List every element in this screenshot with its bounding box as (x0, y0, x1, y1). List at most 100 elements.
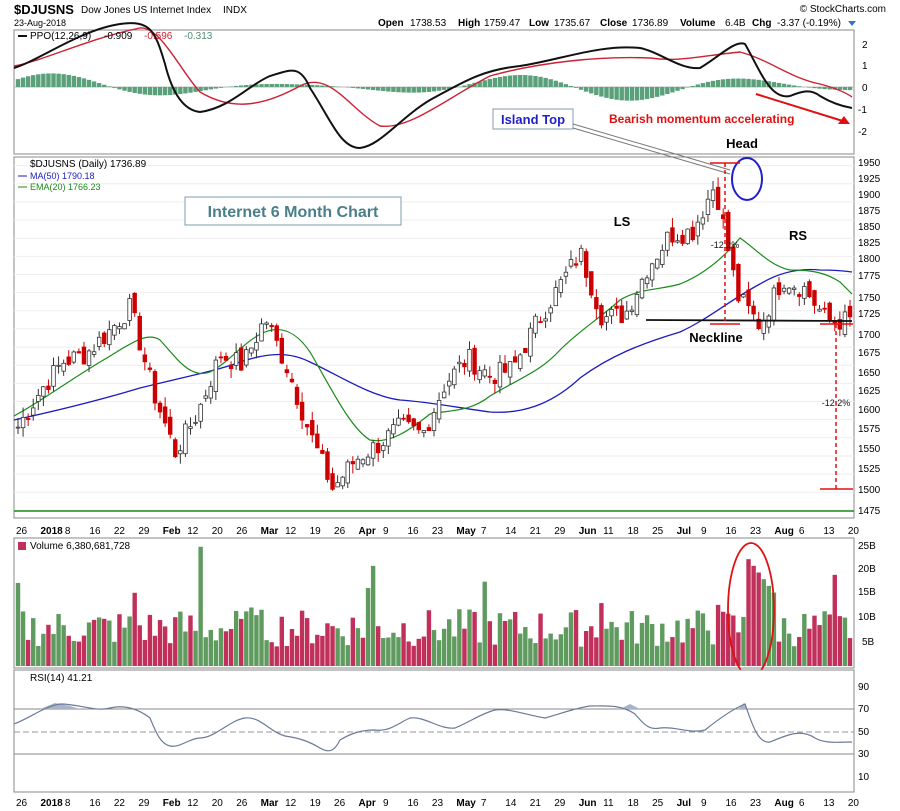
volume-bar (797, 637, 802, 666)
ppo-histogram-bar (102, 84, 107, 87)
candle-body (660, 249, 665, 265)
candle-body (91, 351, 97, 355)
volume-panel: Volume 6,380,681,728 25B 20B 15B 10B 5B (13, 537, 876, 678)
date-tick: 20 (212, 798, 224, 809)
ppo-histogram-bar (56, 73, 61, 87)
ppo-histogram-bar (107, 86, 112, 87)
candle-body (512, 356, 518, 363)
candle-body (599, 305, 604, 326)
price-tick: 1675 (858, 348, 881, 359)
date-axis-bottom: 26 2018 8 16 22 29 Feb 12 20 26 Mar 12 19 26 Apr 9 16 23 M… (16, 798, 859, 809)
ppo-histogram-bar (132, 87, 137, 93)
volume-bar (228, 628, 234, 666)
date-tick: 11 (603, 798, 614, 809)
candle-body (203, 395, 208, 399)
candle-body (335, 482, 340, 488)
candle-body (15, 426, 21, 429)
arrow-head-icon (838, 116, 850, 124)
measured-move-right (820, 323, 853, 490)
ppo-histogram-bar (731, 78, 736, 87)
volume-bar (447, 619, 452, 666)
header-exchange: INDX (223, 5, 247, 16)
volume-label: Volume (680, 18, 716, 29)
island-top-annotation: Island Top (492, 108, 763, 201)
candle-body (629, 309, 635, 312)
candle-body (726, 211, 731, 252)
ppo-histogram-bar (695, 84, 701, 87)
ppo-histogram-bar (426, 87, 432, 92)
candle-body (51, 365, 56, 387)
ppo-histogram-bar (634, 87, 640, 101)
candle-body (583, 251, 589, 278)
volume-bar (162, 626, 168, 666)
date-tick: Jun (579, 526, 597, 537)
volume-bar (741, 616, 746, 666)
volume-bar (208, 629, 213, 666)
candle-body (441, 391, 447, 399)
volume-bar (599, 603, 604, 666)
candle-body (375, 442, 381, 454)
date-tick: 16 (407, 526, 419, 537)
volume-bar (157, 620, 163, 666)
volume-bar (117, 614, 122, 666)
volume-bar (294, 635, 300, 666)
ppo-histogram-bar (375, 87, 381, 91)
volume-bar (644, 615, 650, 666)
volume-bar (695, 610, 701, 666)
high-label: High (458, 18, 480, 29)
ppo-histogram-bar (244, 84, 249, 87)
ppo-histogram-bar (563, 84, 569, 87)
volume-bar (553, 639, 558, 666)
volume-bar (619, 639, 624, 666)
dropdown-icon[interactable] (848, 21, 856, 26)
date-tick: 18 (628, 798, 640, 809)
volume-bar (563, 627, 569, 666)
volume-bar (791, 646, 797, 666)
ppo-histogram-bar (142, 87, 148, 95)
date-tick: 26 (334, 798, 346, 809)
volume-bar (543, 638, 548, 666)
volume-bar (507, 619, 513, 666)
ppo-histogram-bar (178, 87, 183, 95)
candle-body (802, 286, 807, 299)
ppo-histogram-bar (117, 87, 122, 90)
candle-body (715, 186, 721, 210)
candle-body (66, 356, 71, 365)
ppo-hist-value: -0.313 (184, 31, 213, 42)
ppo-histogram-bar (401, 87, 406, 93)
ppo-histogram-bar (360, 87, 366, 89)
candle-body (304, 424, 310, 428)
ppo-tick: -2 (858, 127, 867, 138)
ppo-histogram-bar (167, 87, 173, 95)
volume-bar (335, 628, 340, 666)
candle-body (127, 298, 132, 321)
date-tick: 29 (138, 798, 150, 809)
ppo-histogram-bar (51, 73, 56, 87)
ppo-histogram-bar (228, 86, 234, 87)
ppo-histogram-bar (502, 76, 508, 87)
candle-body (695, 221, 701, 237)
candle-body (827, 302, 832, 322)
ppo-legend: PPO(12,26,9) -0.909 -0.596 -0.313 (18, 31, 213, 42)
volume-bar (213, 640, 219, 666)
rsi-axis: 90 70 50 30 10 (858, 682, 870, 783)
volume-bar (715, 604, 721, 666)
ppo-histogram-bar (507, 75, 513, 87)
volume-bar (776, 641, 782, 666)
volume-bar (751, 565, 756, 666)
volume-bar (345, 645, 350, 666)
candle-body (310, 420, 315, 436)
date-tick: 20 (848, 526, 860, 537)
ppo-histogram-bar (690, 85, 695, 87)
date-tick: 29 (554, 526, 566, 537)
candle-body (558, 279, 564, 293)
rsi-panel-label: RSI(14) 41.21 (30, 673, 93, 684)
volume-bar (847, 638, 853, 666)
volume-bar (203, 637, 208, 666)
ppo-histogram-bar (441, 87, 447, 90)
candle-body (781, 287, 787, 292)
volume-bar (726, 613, 731, 666)
candle-body (188, 426, 193, 429)
candle-body (431, 412, 437, 432)
open-value: 1738.53 (410, 18, 447, 29)
